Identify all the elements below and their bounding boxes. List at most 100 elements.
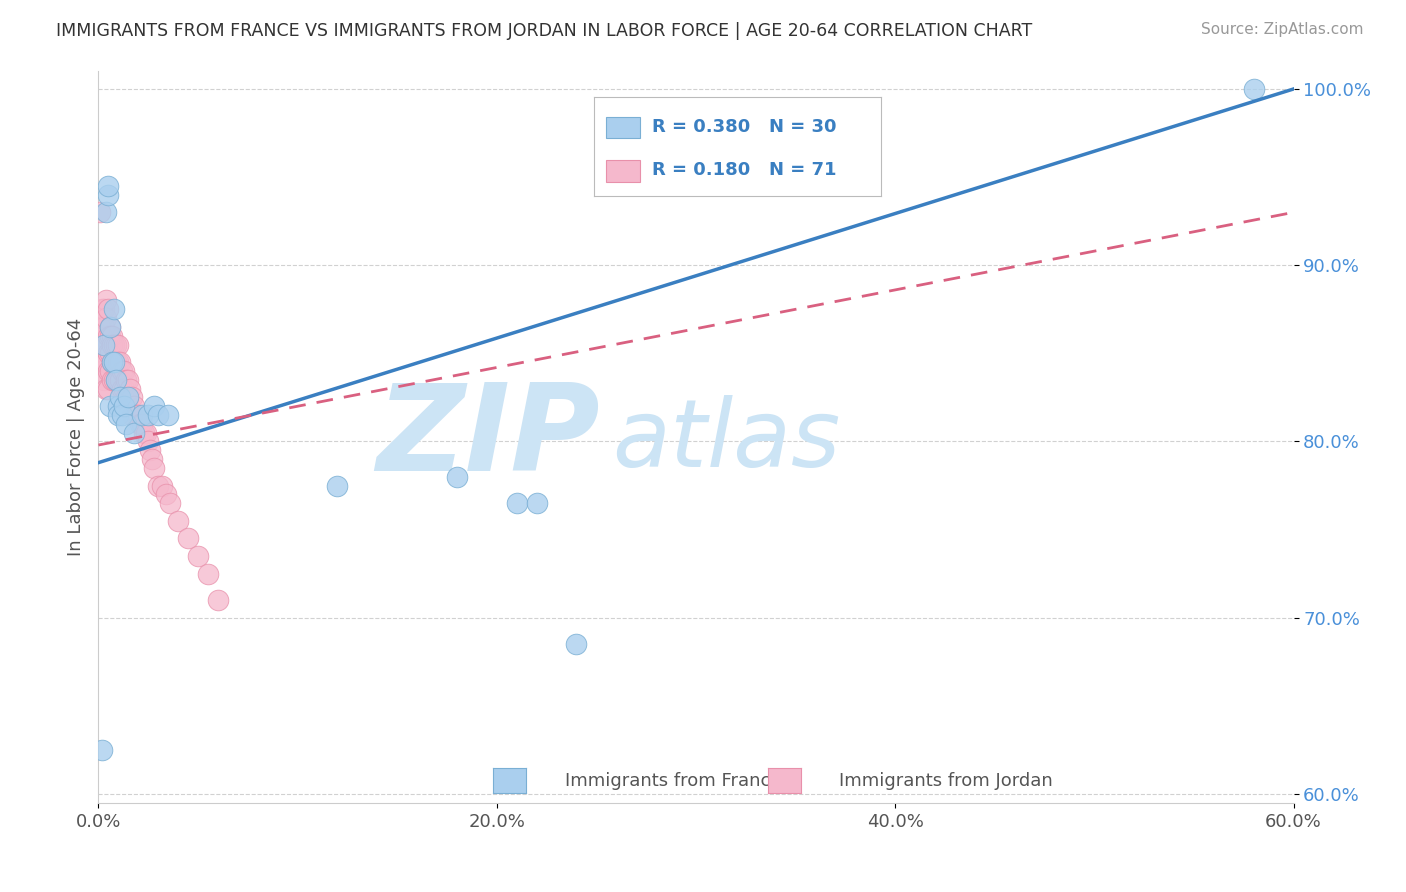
Point — [112, 364, 135, 378]
Point — [125, 408, 148, 422]
Point — [124, 399, 146, 413]
Point — [101, 328, 124, 343]
Point — [89, 320, 111, 334]
Point — [129, 417, 152, 431]
Point — [148, 478, 170, 492]
Point — [143, 461, 166, 475]
Point — [121, 408, 143, 422]
Point — [105, 337, 128, 351]
Point — [110, 391, 132, 405]
Point — [150, 478, 173, 492]
Point — [167, 514, 190, 528]
Point — [143, 399, 166, 413]
Point — [136, 408, 159, 422]
Point — [101, 355, 124, 369]
Point — [89, 205, 111, 219]
Point — [120, 382, 142, 396]
Point — [110, 373, 132, 387]
Point — [105, 373, 128, 387]
Point — [96, 337, 118, 351]
Point — [134, 425, 156, 440]
Point — [187, 549, 209, 563]
Point — [107, 373, 129, 387]
Point — [103, 302, 125, 317]
Point — [506, 496, 529, 510]
Point — [135, 425, 157, 440]
Text: ZIP: ZIP — [377, 378, 600, 496]
Point — [157, 408, 180, 422]
Point — [112, 382, 135, 396]
Point — [98, 346, 122, 360]
Point — [96, 293, 118, 308]
Point — [97, 187, 120, 202]
Point — [103, 337, 125, 351]
Point — [96, 355, 118, 369]
Point — [91, 328, 114, 343]
Point — [101, 355, 124, 369]
Point — [91, 302, 114, 317]
Point — [98, 320, 122, 334]
Point — [148, 408, 170, 422]
Point — [96, 205, 118, 219]
Point — [131, 408, 153, 422]
Point — [124, 425, 146, 440]
Point — [112, 399, 135, 413]
Point — [97, 178, 120, 193]
Point — [207, 593, 229, 607]
Point — [91, 743, 114, 757]
Point — [111, 408, 134, 422]
Point — [121, 391, 143, 405]
Point — [136, 434, 159, 449]
Point — [93, 373, 115, 387]
Point — [141, 452, 163, 467]
Point — [117, 373, 139, 387]
Point — [1243, 82, 1265, 96]
Point — [107, 337, 129, 351]
Point — [96, 311, 118, 326]
Point — [93, 355, 115, 369]
Point — [105, 373, 128, 387]
Point — [115, 391, 138, 405]
Point — [93, 337, 115, 351]
Point — [98, 320, 122, 334]
Point — [107, 355, 129, 369]
Point — [101, 337, 124, 351]
Point — [91, 364, 114, 378]
Point — [197, 566, 219, 581]
Point — [326, 478, 349, 492]
Point — [111, 364, 134, 378]
Point — [446, 469, 468, 483]
Point — [97, 346, 120, 360]
Point — [131, 417, 153, 431]
Point — [105, 355, 128, 369]
Point — [177, 532, 200, 546]
Point — [98, 364, 122, 378]
Point — [91, 311, 114, 326]
Point — [117, 391, 139, 405]
Text: Immigrants from Jordan: Immigrants from Jordan — [839, 772, 1053, 789]
Point — [565, 637, 588, 651]
Point — [97, 302, 120, 317]
Point — [115, 373, 138, 387]
Text: atlas: atlas — [613, 395, 841, 486]
Point — [96, 382, 118, 396]
Point — [107, 408, 129, 422]
Point — [98, 328, 122, 343]
Point — [107, 399, 129, 413]
Point — [115, 417, 138, 431]
Point — [93, 337, 115, 351]
Point — [93, 320, 115, 334]
Point — [97, 328, 120, 343]
Point — [111, 382, 134, 396]
Point — [97, 382, 120, 396]
Point — [127, 408, 149, 422]
Point — [103, 373, 125, 387]
Point — [98, 399, 122, 413]
Text: IMMIGRANTS FROM FRANCE VS IMMIGRANTS FROM JORDAN IN LABOR FORCE | AGE 20-64 CORR: IMMIGRANTS FROM FRANCE VS IMMIGRANTS FRO… — [56, 22, 1032, 40]
Point — [159, 496, 181, 510]
Y-axis label: In Labor Force | Age 20-64: In Labor Force | Age 20-64 — [66, 318, 84, 557]
Point — [526, 496, 548, 510]
Point — [117, 391, 139, 405]
Point — [103, 355, 125, 369]
Text: Source: ZipAtlas.com: Source: ZipAtlas.com — [1201, 22, 1364, 37]
